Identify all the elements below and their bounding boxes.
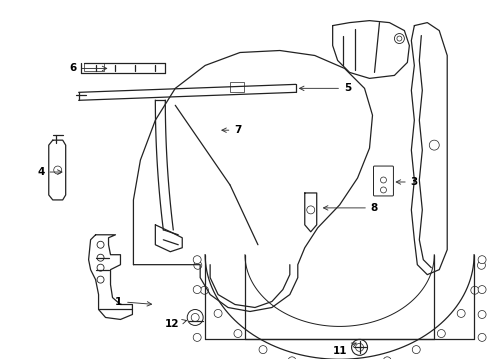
Circle shape bbox=[193, 333, 201, 341]
Circle shape bbox=[97, 264, 104, 271]
Circle shape bbox=[351, 339, 367, 355]
Circle shape bbox=[380, 187, 386, 193]
Circle shape bbox=[54, 166, 61, 174]
Text: 4: 4 bbox=[37, 167, 62, 177]
Circle shape bbox=[214, 310, 222, 318]
Circle shape bbox=[193, 285, 201, 293]
Circle shape bbox=[233, 329, 242, 338]
Circle shape bbox=[259, 346, 266, 354]
Circle shape bbox=[97, 276, 104, 283]
Circle shape bbox=[476, 261, 485, 269]
Circle shape bbox=[477, 333, 485, 341]
Bar bbox=[83, 63, 103, 71]
Circle shape bbox=[193, 261, 202, 269]
Text: 3: 3 bbox=[395, 177, 417, 187]
Text: 6: 6 bbox=[69, 63, 106, 73]
Circle shape bbox=[306, 206, 314, 214]
Text: 10: 10 bbox=[0, 359, 1, 360]
FancyBboxPatch shape bbox=[373, 166, 393, 196]
Circle shape bbox=[97, 254, 104, 261]
Circle shape bbox=[187, 310, 203, 325]
Text: 7: 7 bbox=[222, 125, 241, 135]
Circle shape bbox=[193, 256, 201, 264]
Circle shape bbox=[394, 33, 404, 44]
Text: 1: 1 bbox=[115, 297, 151, 306]
Circle shape bbox=[383, 357, 390, 360]
Circle shape bbox=[193, 310, 201, 319]
Text: 12: 12 bbox=[164, 319, 186, 329]
Text: 2: 2 bbox=[0, 359, 1, 360]
Circle shape bbox=[477, 256, 485, 264]
Circle shape bbox=[428, 140, 438, 150]
Text: 5: 5 bbox=[299, 84, 350, 93]
Circle shape bbox=[380, 177, 386, 183]
Circle shape bbox=[436, 329, 445, 338]
Circle shape bbox=[456, 310, 464, 318]
Circle shape bbox=[411, 346, 419, 354]
Circle shape bbox=[200, 286, 208, 294]
Text: 9: 9 bbox=[0, 359, 1, 360]
Circle shape bbox=[97, 241, 104, 248]
Text: 13: 13 bbox=[0, 359, 1, 360]
Circle shape bbox=[470, 286, 478, 294]
Text: 8: 8 bbox=[323, 203, 377, 213]
Bar bbox=[229, 82, 244, 92]
Circle shape bbox=[477, 310, 485, 319]
Circle shape bbox=[287, 357, 295, 360]
Circle shape bbox=[477, 285, 485, 293]
Text: 11: 11 bbox=[332, 343, 355, 356]
